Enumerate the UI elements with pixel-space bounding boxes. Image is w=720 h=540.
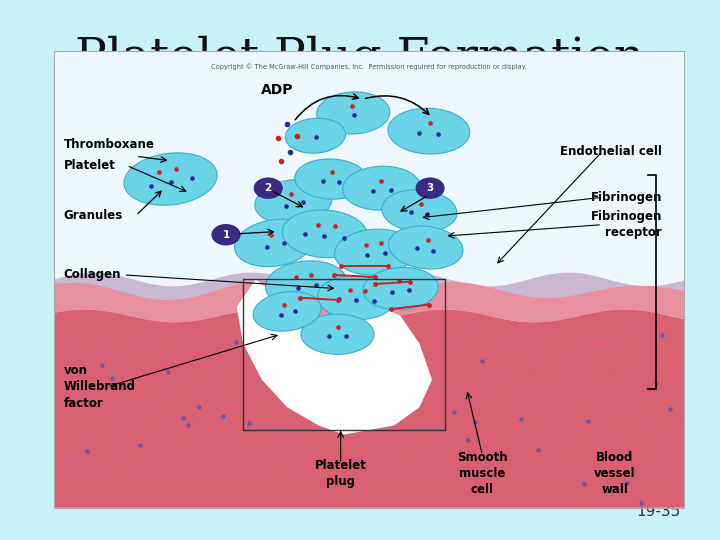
Ellipse shape <box>317 92 390 134</box>
Polygon shape <box>237 280 432 435</box>
Ellipse shape <box>335 229 416 275</box>
Ellipse shape <box>301 314 374 354</box>
Polygon shape <box>54 273 684 326</box>
Text: Fibrinogen: Fibrinogen <box>590 191 662 204</box>
Ellipse shape <box>363 267 438 310</box>
Text: 19-35: 19-35 <box>636 504 680 519</box>
Text: Copyright © The McGraw-Hill Companies, Inc.  Permission required for reproductio: Copyright © The McGraw-Hill Companies, I… <box>211 64 527 70</box>
Text: Granules: Granules <box>63 209 122 222</box>
Bar <box>54 51 684 293</box>
Ellipse shape <box>294 159 368 199</box>
Ellipse shape <box>318 276 395 320</box>
Circle shape <box>212 225 240 245</box>
Ellipse shape <box>266 261 346 307</box>
Ellipse shape <box>235 219 315 267</box>
Text: Platelet
plug: Platelet plug <box>315 459 366 488</box>
Text: Blood
vessel
wall: Blood vessel wall <box>594 451 636 496</box>
Ellipse shape <box>382 190 457 232</box>
Text: ADP: ADP <box>261 83 294 97</box>
Text: Platelet: Platelet <box>63 159 115 172</box>
Bar <box>243 280 445 430</box>
Circle shape <box>254 178 282 198</box>
Text: 1: 1 <box>222 230 230 240</box>
Ellipse shape <box>282 210 368 258</box>
Polygon shape <box>54 281 684 322</box>
Text: Collagen: Collagen <box>63 268 121 281</box>
Ellipse shape <box>285 118 346 153</box>
Ellipse shape <box>124 153 217 205</box>
Text: von
Willebrand
factor: von Willebrand factor <box>63 363 135 410</box>
Ellipse shape <box>255 179 332 224</box>
Text: 2: 2 <box>264 183 272 193</box>
Ellipse shape <box>388 109 469 154</box>
Text: 3: 3 <box>426 183 433 193</box>
Ellipse shape <box>343 166 420 210</box>
Circle shape <box>416 178 444 198</box>
Ellipse shape <box>388 226 463 269</box>
Text: Endothelial cell: Endothelial cell <box>560 145 662 158</box>
Text: Fibrinogen
receptor: Fibrinogen receptor <box>590 210 662 239</box>
Polygon shape <box>54 309 684 508</box>
Text: Platelet Plug Formation: Platelet Plug Formation <box>76 35 644 81</box>
Text: Thromboxane: Thromboxane <box>63 138 154 151</box>
Ellipse shape <box>253 292 321 331</box>
Text: Smooth
muscle
cell: Smooth muscle cell <box>457 451 508 496</box>
